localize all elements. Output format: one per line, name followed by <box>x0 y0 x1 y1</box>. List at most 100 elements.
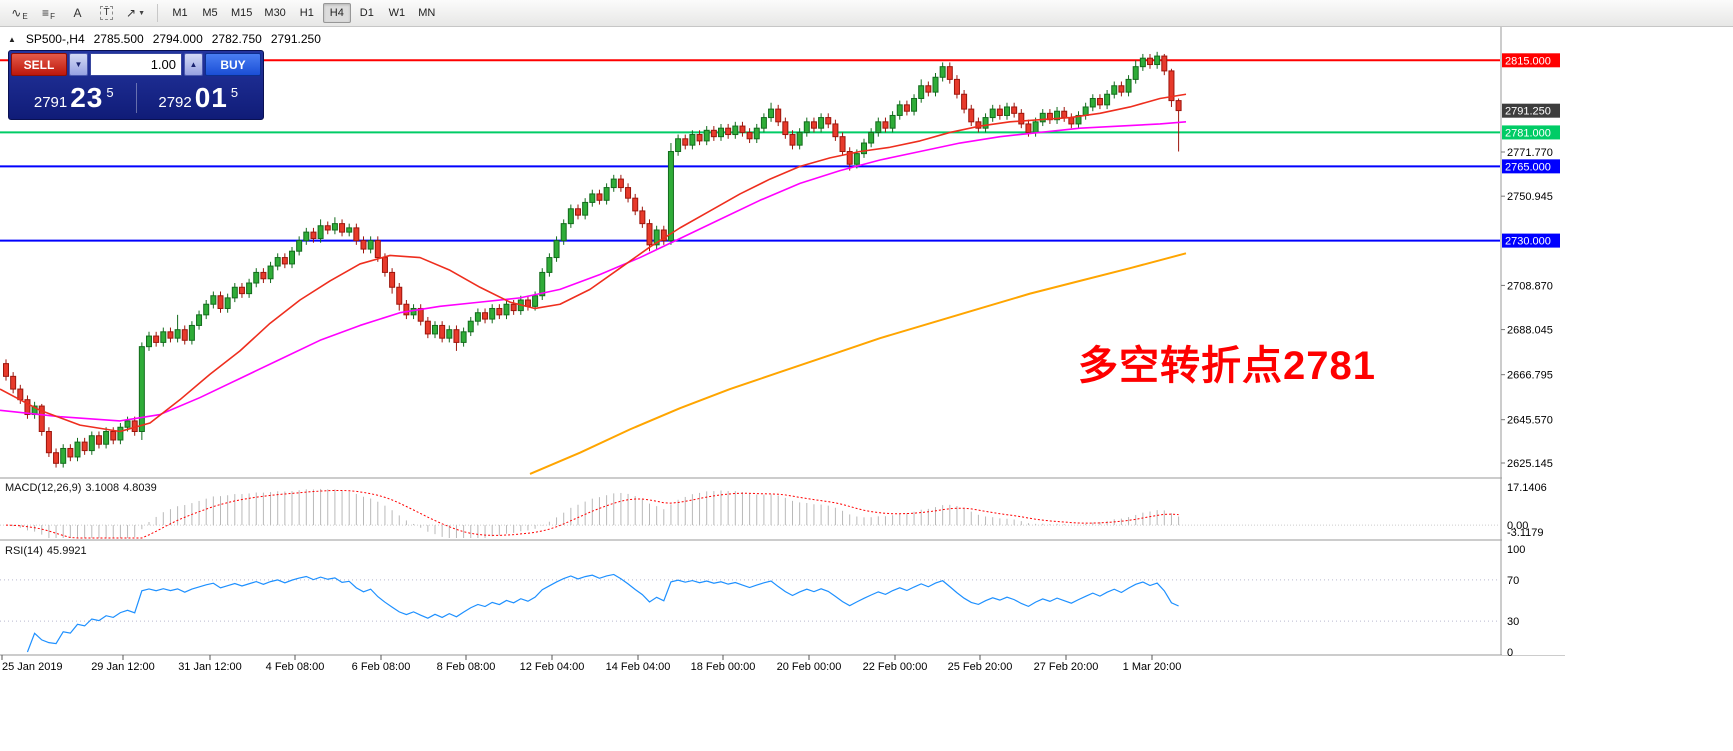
macd-signal-value: 4.8039 <box>123 482 157 494</box>
price-axis-label: 2666.795 <box>1507 370 1553 382</box>
time-axis-label[interactable]: 1 Mar 20:00 <box>1123 661 1182 673</box>
price-level-tag <box>1502 53 1560 68</box>
macd-axis-label: 0.00 <box>1507 520 1528 532</box>
current-price-tag <box>1502 103 1560 118</box>
price-axis[interactable] <box>1502 27 1565 655</box>
time-axis-label[interactable]: 22 Feb 00:00 <box>863 661 928 673</box>
text-tool[interactable]: A <box>64 3 91 24</box>
macd-name: MACD(12,26,9) <box>5 482 82 494</box>
timeframe-button-h4[interactable]: H4 <box>322 3 351 23</box>
price-level-tag-label: 2730.000 <box>1505 236 1551 248</box>
time-axis-label[interactable]: 20 Feb 00:00 <box>777 661 842 673</box>
macd-axis-label: -3.1179 <box>1507 527 1544 539</box>
sell-button[interactable]: SELL <box>11 53 67 76</box>
chart-canvas[interactable]: 2771.770 2750.945 2708.870 2688.045 2666.795… <box>0 27 1565 680</box>
caret-down-icon: ▼ <box>74 60 83 69</box>
ask-fraction: 5 <box>230 84 239 100</box>
price-level-tag <box>1502 159 1560 174</box>
macd-main-value: 3.1008 <box>85 482 120 494</box>
time-axis-label[interactable]: 6 Feb 08:00 <box>352 661 411 673</box>
ma-slow-orange-line <box>529 252 1187 475</box>
price-axis-label: 2750.945 <box>1507 191 1553 203</box>
rsi-label: RSI(14) 45.9921 <box>5 545 91 557</box>
one-click-trading-panel: SELL ▼ ▲ BUY 2791 23 5 2792 01 5 <box>8 50 264 120</box>
bid-fraction: 5 <box>106 84 114 100</box>
toolbar-separator <box>157 4 158 22</box>
ohlc-open: 2785.500 <box>93 32 144 46</box>
timeframe-button-m15[interactable]: M15 <box>231 7 253 19</box>
fibo-expansion-tool[interactable]: ∿ E <box>6 3 33 24</box>
price-level-tag <box>1502 233 1560 248</box>
price-divider <box>135 82 137 113</box>
macd-axis-label: 17.1406 <box>1507 482 1547 494</box>
price-axis-label: 2688.045 <box>1507 325 1553 337</box>
chevron-down-icon: ▼ <box>138 9 145 17</box>
timeframe-button-m1[interactable]: M1 <box>172 7 188 19</box>
time-axis-label[interactable]: 14 Feb 04:00 <box>606 661 671 673</box>
rsi-pane[interactable] <box>0 540 1500 655</box>
timeframe-button-m5[interactable]: M5 <box>202 7 218 19</box>
timeframe-button-mn[interactable]: MN <box>418 7 436 19</box>
rsi-line <box>26 573 1179 653</box>
ohlc-low: 2782.750 <box>211 32 262 46</box>
rsi-axis-label: 30 <box>1507 616 1519 628</box>
rsi-axis-label: 100 <box>1507 544 1525 556</box>
tool-subscript: E <box>22 11 28 21</box>
line-studies-toolbar: ∿ E ≡ F A T ↗ ▼ <box>5 3 150 24</box>
buy-button[interactable]: BUY <box>205 53 261 76</box>
current-price-label: 2791.250 <box>1505 106 1551 118</box>
macd-signal-line <box>5 489 1179 539</box>
price-axis-label: 2625.145 <box>1507 458 1553 470</box>
ma-mid-magenta-line <box>0 121 1187 422</box>
arrows-tool-icon: ↗ <box>126 6 137 20</box>
time-axis-label[interactable]: 27 Feb 20:00 <box>1034 661 1099 673</box>
ohlc-high: 2794.000 <box>152 32 203 46</box>
price-axis-label: 2645.570 <box>1507 415 1553 427</box>
ma-fast-red-line <box>0 93 1187 433</box>
text-label-tool-icon: T <box>100 6 113 20</box>
fibo-expansion-tool-icon: ∿ <box>11 6 22 20</box>
caret-up-icon: ▲ <box>189 60 198 69</box>
time-axis-label[interactable]: 29 Jan 12:00 <box>91 661 155 673</box>
timeframe-button-m30[interactable]: M30 <box>264 7 286 19</box>
time-axis-label[interactable]: 31 Jan 12:00 <box>178 661 242 673</box>
chart-ohlc-header: ▲ SP500-,H4 2785.500 2794.000 2782.750 2… <box>8 32 321 46</box>
price-level-tag-label: 2781.000 <box>1505 127 1551 139</box>
price-level-tag-label: 2815.000 <box>1505 55 1551 67</box>
rsi-axis-label: 70 <box>1507 575 1519 587</box>
arrows-tool[interactable]: ↗ ▼ <box>122 3 149 24</box>
bid-prefix: 2791 <box>33 93 68 111</box>
ask-prefix: 2792 <box>158 93 192 111</box>
timeframe-button-d1[interactable]: D1 <box>359 7 374 19</box>
time-axis-label[interactable]: 8 Feb 08:00 <box>437 661 496 673</box>
fibo-retracement-tool-icon: ≡ <box>42 6 50 20</box>
candles-layer <box>3 51 1182 468</box>
time-axis-label[interactable]: 25 Feb 20:00 <box>948 661 1013 673</box>
fibo-retracement-tool[interactable]: ≡ F <box>35 3 62 24</box>
time-axis-label[interactable]: 12 Feb 04:00 <box>520 661 585 673</box>
bid-price: 2791 23 5 <box>12 83 136 112</box>
timeframe-toolbar: M1 M5 M15 M30 H1 H4 D1 W1 MN <box>165 3 442 23</box>
text-tool-icon: A <box>73 6 82 20</box>
volume-up-button[interactable]: ▲ <box>184 53 203 76</box>
collapse-trade-panel-icon[interactable]: ▲ <box>8 34 16 44</box>
time-axis-label[interactable]: 18 Feb 00:00 <box>691 661 756 673</box>
time-axis-label[interactable]: 4 Feb 08:00 <box>266 661 325 673</box>
tool-subscript: F <box>50 11 55 21</box>
timeframe-button-h1[interactable]: H1 <box>299 7 314 19</box>
ohlc-close: 2791.250 <box>270 32 321 46</box>
volume-down-button[interactable]: ▼ <box>69 53 88 76</box>
timeframe-button-w1[interactable]: W1 <box>388 7 406 19</box>
rsi-axis-label: 0 <box>1507 647 1513 659</box>
ask-pips: 01 <box>194 81 228 113</box>
text-label-tool[interactable]: T <box>93 3 120 24</box>
chart-window: 2771.770 2750.945 2708.870 2688.045 2666.795… <box>0 27 1565 680</box>
toolbar: ∿ E ≡ F A T ↗ ▼ M1 M5 M15 M30 H1 H4 D1 W1 MN <box>0 0 1733 27</box>
rsi-value: 45.9921 <box>46 545 87 557</box>
symbol-timeframe: SP500-,H4 <box>25 32 85 46</box>
volume-input[interactable] <box>90 53 182 76</box>
price-axis-label: 2771.770 <box>1507 147 1553 159</box>
chart-annotation[interactable]: 多空转折点2781 <box>1078 344 1376 388</box>
price-axis-label: 2708.870 <box>1507 280 1553 292</box>
time-axis-label[interactable]: 25 Jan 2019 <box>2 661 63 673</box>
